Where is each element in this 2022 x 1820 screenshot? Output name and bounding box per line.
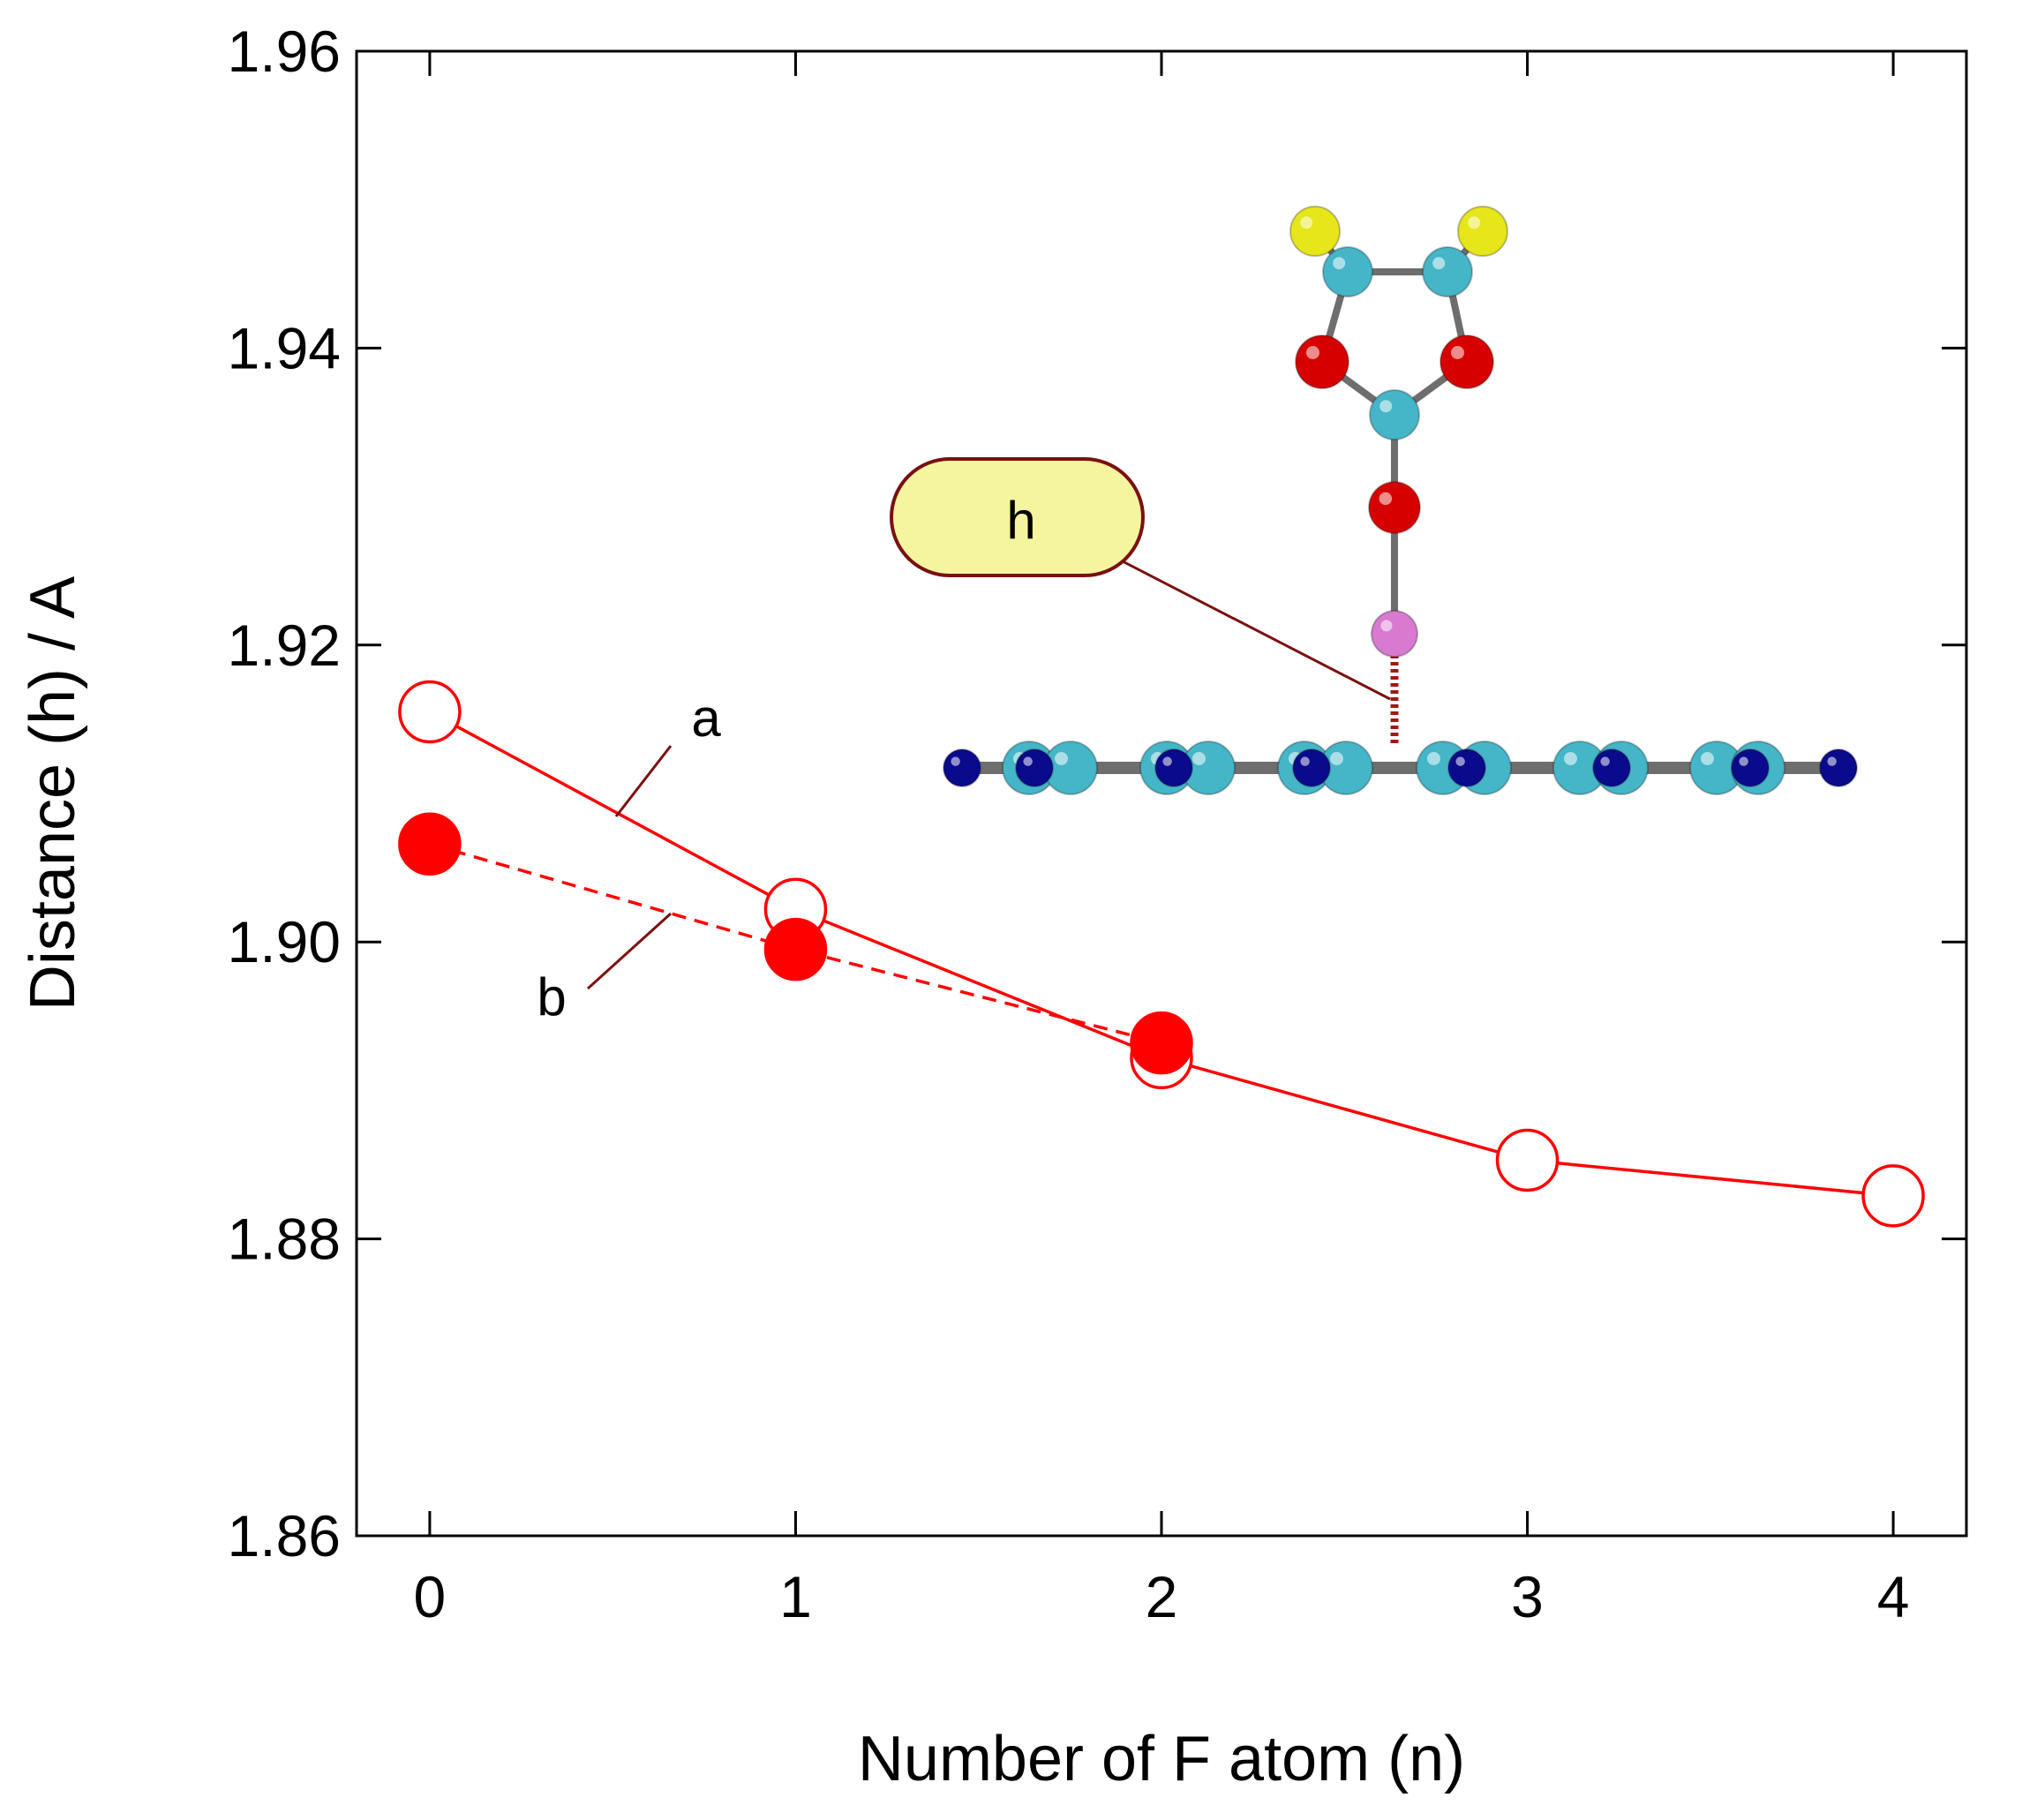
y-tick-label: 1.96 [228, 19, 341, 84]
atom-highlight [1827, 756, 1837, 766]
x-tick-label: 1 [779, 1564, 812, 1629]
atom-highlight [1192, 752, 1206, 765]
atom-N [1292, 748, 1331, 787]
atom-F [1289, 206, 1341, 257]
series-markers [398, 680, 1925, 1228]
atom-highlight [1306, 346, 1319, 359]
atom-C [1422, 246, 1473, 297]
series-b-leader-line [586, 912, 673, 990]
y-tick-labels: 1.86 1.88 1.90 1.92 1.94 1.96 [228, 19, 341, 1568]
atom-highlight [1468, 216, 1481, 229]
atom-O [1439, 335, 1494, 389]
y-axis-title: Distance (h) / A [18, 576, 88, 1011]
series-a-leader-line [614, 745, 673, 817]
atom-highlight [1379, 492, 1393, 506]
atom-N [1819, 748, 1858, 787]
atom-highlight [1564, 752, 1577, 765]
y-tick-label: 1.90 [228, 909, 341, 974]
series-a-point [398, 680, 462, 744]
y-tick-label: 1.88 [228, 1207, 341, 1272]
x-tick-label: 2 [1146, 1564, 1178, 1629]
molecule-inset: h [890, 206, 1858, 795]
x-tick-labels: 0 1 2 3 4 [414, 1564, 1910, 1629]
y-tick-label: 1.86 [228, 1503, 341, 1568]
atom-highlight [1162, 756, 1172, 766]
inset-atoms [943, 206, 1858, 795]
h-callout-box [890, 457, 1145, 577]
series-b-label: b [537, 967, 566, 1027]
atom-M [1371, 610, 1418, 658]
x-tick-label: 4 [1877, 1564, 1910, 1629]
atom-C [1369, 389, 1420, 440]
atom-highlight [1427, 752, 1440, 765]
series-a-point [1495, 1128, 1560, 1192]
atom-highlight [1300, 756, 1310, 766]
x-tick-label: 3 [1511, 1564, 1544, 1629]
y-tick-label: 1.92 [228, 613, 341, 678]
atom-highlight [1739, 756, 1748, 766]
atom-highlight [1451, 346, 1464, 359]
atom-highlight [1055, 752, 1068, 765]
x-tick-label: 0 [414, 1564, 447, 1629]
atom-highlight [1379, 400, 1393, 413]
atom-N [1015, 748, 1054, 787]
atom-highlight [1330, 752, 1343, 765]
series-a-label: a [691, 688, 721, 748]
atom-F [1457, 206, 1508, 257]
series-b-point [763, 917, 828, 981]
atom-highlight [1432, 257, 1446, 270]
atom-N [1154, 748, 1193, 787]
series-a-point [1861, 1164, 1925, 1228]
atom-highlight [1300, 216, 1313, 229]
atom-C [1322, 246, 1373, 297]
atom-highlight [1380, 620, 1393, 632]
atom-O [1295, 335, 1349, 389]
x-axis-title: Number of F atom (n) [858, 1724, 1465, 1794]
series-b-point [1130, 1011, 1193, 1075]
atom-N [1731, 748, 1770, 787]
h-callout-label: h [1006, 491, 1035, 550]
axis-ticks [357, 49, 1966, 1538]
atom-highlight [951, 756, 960, 766]
atom-highlight [1455, 756, 1465, 766]
series-b-point [398, 812, 462, 876]
atom-highlight [1023, 756, 1033, 766]
atom-highlight [1701, 752, 1714, 765]
atom-highlight [1600, 756, 1610, 766]
atom-O [1368, 481, 1421, 534]
atom-N [1447, 748, 1486, 787]
y-tick-label: 1.94 [228, 315, 341, 380]
atom-N [943, 748, 981, 787]
atom-N [1592, 748, 1631, 787]
callout-leader-line [1120, 559, 1391, 701]
atom-highlight [1333, 257, 1346, 270]
